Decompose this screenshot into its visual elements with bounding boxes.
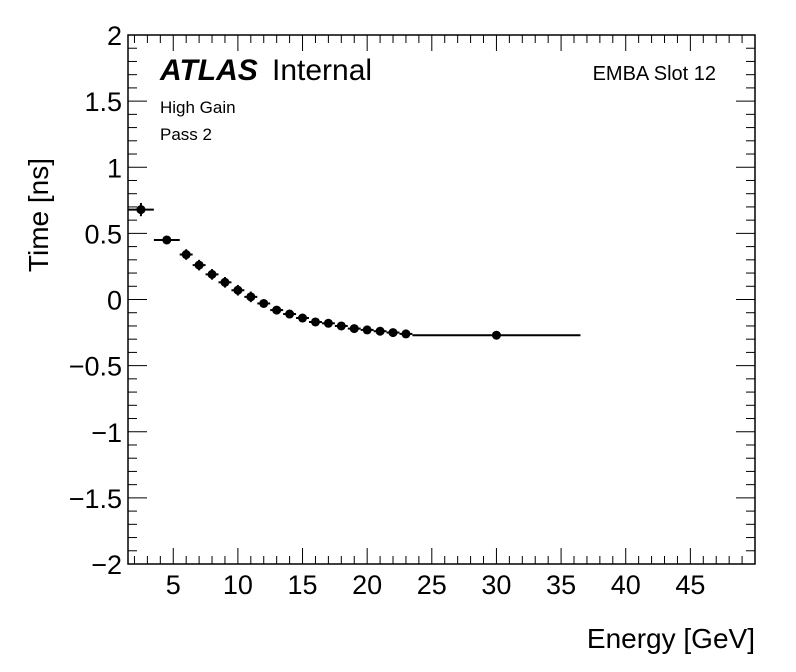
data-point xyxy=(231,284,245,296)
data-point xyxy=(399,329,413,339)
internal-label: Internal xyxy=(272,54,372,87)
y-tick-label: 1 xyxy=(107,153,122,183)
x-tick-labels: 5 10 15 20 25 30 35 40 45 xyxy=(166,570,706,600)
point-marker xyxy=(491,330,501,340)
point-marker xyxy=(207,269,217,279)
point-marker xyxy=(259,298,269,308)
point-marker xyxy=(285,309,295,319)
data-point xyxy=(386,328,400,338)
point-marker xyxy=(310,317,320,327)
x-tick-label: 25 xyxy=(417,570,447,600)
point-marker xyxy=(194,260,204,270)
module-label: EMBA Slot 12 xyxy=(593,63,716,85)
point-marker xyxy=(401,329,411,339)
data-point xyxy=(128,202,154,217)
x-tick-label: 45 xyxy=(675,570,705,600)
point-marker xyxy=(220,277,230,287)
data-point xyxy=(360,325,374,335)
x-tick-label: 15 xyxy=(288,570,318,600)
x-tick-label: 10 xyxy=(223,570,253,600)
point-marker xyxy=(349,324,359,334)
point-marker xyxy=(298,313,308,323)
point-marker xyxy=(375,326,385,336)
y-tick-label: −1.5 xyxy=(69,484,122,514)
data-point xyxy=(270,305,284,315)
point-marker xyxy=(136,205,146,215)
data-point xyxy=(244,291,258,303)
x-axis-title: Energy [GeV] xyxy=(587,623,755,654)
data-point xyxy=(283,309,297,319)
data-point xyxy=(257,298,271,308)
point-marker xyxy=(233,285,243,295)
data-point xyxy=(373,326,387,336)
y-tick-label: −0.5 xyxy=(69,352,122,382)
data-point xyxy=(412,330,581,340)
data-point xyxy=(192,259,206,271)
x-tick-label: 20 xyxy=(352,570,382,600)
point-marker xyxy=(181,250,191,260)
point-marker xyxy=(272,305,282,315)
data-point xyxy=(308,317,322,327)
point-marker xyxy=(162,235,172,245)
point-marker xyxy=(246,292,256,302)
pass-label: Pass 2 xyxy=(160,125,212,144)
atlas-label: ATLAS xyxy=(159,54,258,87)
data-point xyxy=(321,318,335,328)
y-tick-label: 0.5 xyxy=(84,219,122,249)
x-tick-label: 5 xyxy=(166,570,181,600)
x-tick-label: 35 xyxy=(546,570,576,600)
point-marker xyxy=(323,318,333,328)
data-point xyxy=(205,269,219,280)
y-tick-label: −1 xyxy=(91,418,122,448)
y-tick-label: 0 xyxy=(107,286,122,316)
point-marker xyxy=(362,325,372,335)
point-marker xyxy=(388,328,398,338)
y-tick-label: 1.5 xyxy=(84,87,122,117)
point-marker xyxy=(336,321,346,331)
data-point xyxy=(296,313,309,323)
data-points xyxy=(128,202,581,340)
data-point xyxy=(153,235,180,245)
y-axis-title: Time [ns] xyxy=(23,158,54,272)
data-point xyxy=(179,249,193,260)
y-tick-label: 2 xyxy=(107,21,122,51)
x-tick-label: 30 xyxy=(481,570,511,600)
axis-ticks xyxy=(128,34,756,565)
x-tick-label: 40 xyxy=(611,570,641,600)
y-tick-label: −2 xyxy=(91,550,122,580)
data-point xyxy=(218,277,232,288)
gain-label: High Gain xyxy=(160,98,236,117)
data-point xyxy=(334,321,348,331)
y-tick-labels: 2 1.5 1 0.5 0 −0.5 −1 −1.5 −2 xyxy=(69,21,122,580)
data-point xyxy=(347,324,361,334)
